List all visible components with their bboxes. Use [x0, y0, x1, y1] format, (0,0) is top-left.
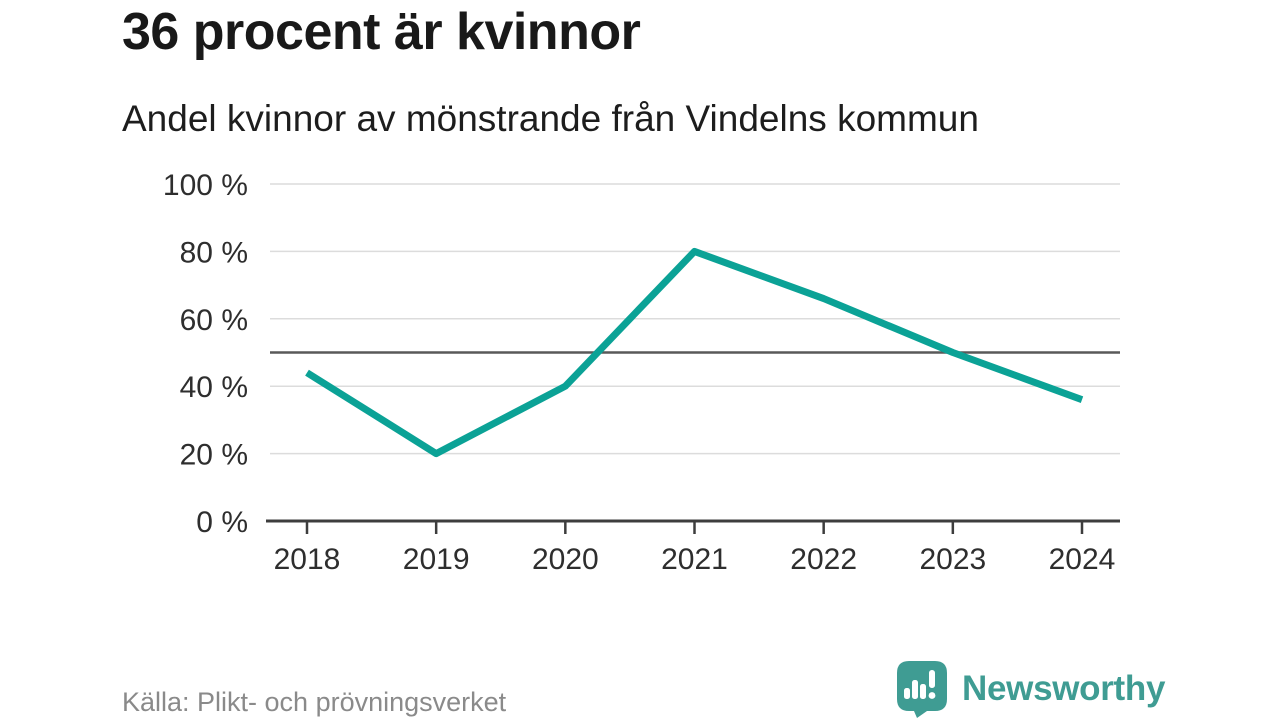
y-axis-tick-label: 0 %: [196, 506, 248, 539]
brand-lockup: Newsworthy: [896, 660, 1165, 718]
logo-bar-short: [904, 688, 910, 699]
x-axis-tick-label: 2024: [1049, 543, 1116, 576]
logo-bar-tall: [912, 680, 918, 699]
logo-bar-mid: [920, 684, 926, 699]
y-axis-tick-label: 40 %: [180, 371, 248, 404]
chart-subtitle: Andel kvinnor av mönstrande från Vindeln…: [122, 98, 979, 139]
brand-name: Newsworthy: [962, 669, 1166, 708]
y-axis-tick-label: 60 %: [180, 304, 248, 337]
y-axis-tick-label: 100 %: [163, 169, 248, 202]
x-axis-tick-label: 2019: [403, 543, 470, 576]
x-axis-tick-label: 2022: [790, 543, 857, 576]
x-axis-tick-label: 2020: [532, 543, 599, 576]
data-line-series: [305, 247, 1084, 458]
source-note: Källa: Plikt- och prövningsverket: [122, 687, 507, 717]
x-axis-tick-label: 2023: [919, 543, 986, 576]
logo-exclamation-bar: [929, 670, 935, 688]
x-axis-tick-label: 2021: [661, 543, 728, 576]
y-axis-tick-label: 20 %: [180, 439, 248, 472]
x-axis-tick-label: 2018: [274, 543, 341, 576]
page-title: 36 procent är kvinnor: [122, 3, 641, 61]
y-axis-tick-label: 80 %: [180, 236, 248, 269]
logo-exclamation-dot: [928, 692, 936, 699]
newsworthy-logo-icon: [897, 661, 947, 718]
